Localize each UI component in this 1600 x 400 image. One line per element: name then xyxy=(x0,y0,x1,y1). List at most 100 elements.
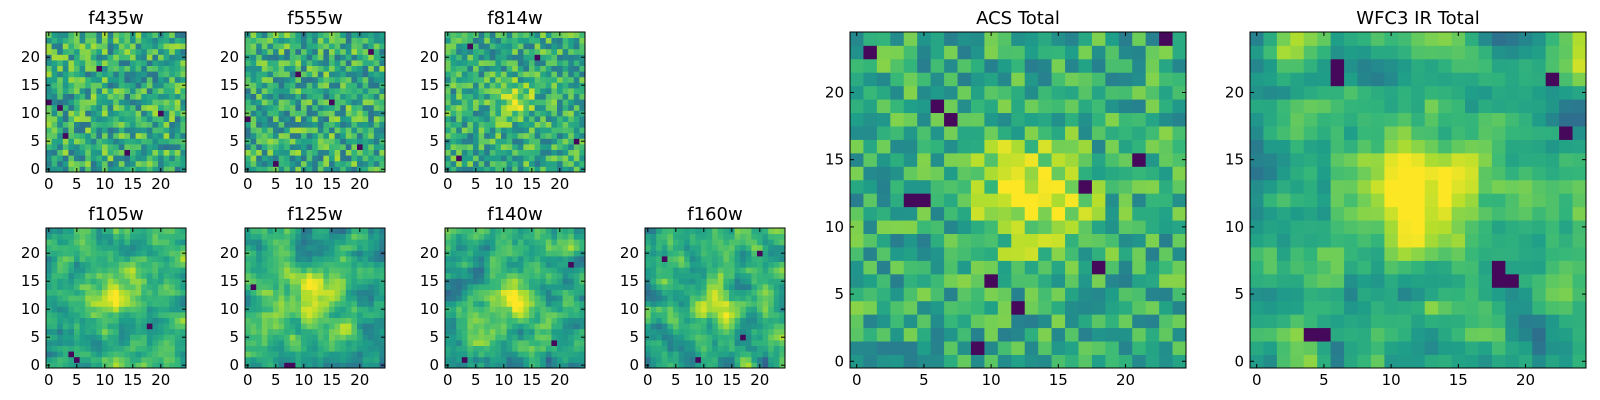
heatmap-cell xyxy=(124,312,131,318)
heatmap-cell xyxy=(362,250,369,257)
heatmap-cell xyxy=(267,116,274,122)
heatmap-cell xyxy=(517,155,524,162)
heatmap-cell xyxy=(501,93,507,100)
heatmap-cell xyxy=(701,256,707,262)
heatmap-cell xyxy=(345,317,352,324)
heatmap-cell xyxy=(68,132,75,139)
heatmap-cell xyxy=(517,295,524,302)
heatmap-cell xyxy=(362,295,369,302)
heatmap-cell xyxy=(568,289,575,296)
heatmap-cell xyxy=(124,328,131,335)
heatmap-cell xyxy=(130,351,136,358)
heatmap-cell xyxy=(301,345,307,352)
heatmap-cell xyxy=(301,76,307,83)
heatmap-cell xyxy=(751,351,758,358)
heatmap-cell xyxy=(312,323,319,330)
heatmap-cell xyxy=(557,317,563,324)
heatmap-cell xyxy=(445,127,451,134)
heatmap-cell xyxy=(557,256,563,262)
heatmap-cell xyxy=(517,54,524,61)
heatmap-cell xyxy=(256,345,263,352)
heatmap-cell xyxy=(130,121,136,128)
heatmap-cell xyxy=(158,48,164,55)
heatmap-cell xyxy=(762,295,769,302)
heatmap-cell xyxy=(512,334,519,341)
heatmap-cell xyxy=(90,244,97,251)
heatmap-cell xyxy=(701,317,707,324)
heatmap-cell xyxy=(102,60,108,66)
heatmap-cell xyxy=(903,300,918,315)
heatmap-cell xyxy=(773,256,780,262)
heatmap-cell xyxy=(362,272,369,279)
heatmap-cell xyxy=(368,127,375,134)
heatmap-cell xyxy=(357,43,363,50)
heatmap-cell xyxy=(118,244,125,251)
heatmap-cell xyxy=(473,345,479,352)
heatmap-cell xyxy=(534,261,541,268)
heatmap-cell xyxy=(357,306,363,313)
heatmap-cell xyxy=(984,206,999,221)
heatmap-cell xyxy=(317,295,324,302)
heatmap-cell xyxy=(461,149,468,156)
heatmap-cell xyxy=(74,272,80,279)
heatmap-cell xyxy=(174,93,181,100)
heatmap-cell xyxy=(141,166,148,173)
heatmap-cell xyxy=(261,132,268,139)
heatmap-cell xyxy=(46,267,52,274)
heatmap-cell xyxy=(90,138,97,145)
heatmap-cell xyxy=(517,37,524,44)
heatmap-cell xyxy=(373,48,380,55)
x-tick-label: 10 xyxy=(494,371,513,389)
heatmap-cell xyxy=(467,306,474,313)
heatmap-cell xyxy=(334,93,341,100)
heatmap-cell xyxy=(278,32,285,38)
heatmap-cell xyxy=(169,295,176,302)
heatmap-cell xyxy=(102,300,108,307)
heatmap-cell xyxy=(96,284,103,290)
heatmap-cell xyxy=(312,37,319,44)
heatmap-cell xyxy=(779,351,786,358)
heatmap-cell xyxy=(484,250,491,257)
heatmap-cell xyxy=(540,37,547,44)
heatmap-cell xyxy=(124,228,131,234)
heatmap-cell xyxy=(379,71,386,78)
heatmap-cell xyxy=(250,110,257,117)
heatmap-cell xyxy=(579,323,586,330)
heatmap-cell xyxy=(689,334,696,341)
heatmap-cell xyxy=(90,239,97,246)
heatmap-cell xyxy=(762,300,769,307)
heatmap-cell xyxy=(545,356,552,363)
heatmap-cell xyxy=(495,306,502,313)
heatmap-cell xyxy=(495,250,502,257)
heatmap-cell xyxy=(51,244,58,251)
heatmap-cell xyxy=(484,160,491,167)
heatmap-cell xyxy=(729,334,735,341)
heatmap-cell xyxy=(506,295,513,302)
heatmap-cell xyxy=(163,250,170,257)
heatmap-cell xyxy=(362,300,369,307)
heatmap-cell xyxy=(135,54,142,61)
heatmap-cell xyxy=(107,250,114,257)
heatmap-cell xyxy=(506,317,513,324)
heatmap-cell xyxy=(118,32,125,38)
heatmap-cell xyxy=(284,289,291,296)
heatmap-cell xyxy=(512,272,519,279)
heatmap-cell xyxy=(529,116,535,122)
heatmap-cell xyxy=(68,88,75,94)
heatmap-cell xyxy=(478,76,485,83)
heatmap-cell xyxy=(456,244,463,251)
heatmap-cell xyxy=(135,65,142,72)
heatmap-cell xyxy=(1132,287,1147,302)
heatmap-cell xyxy=(146,104,153,111)
heatmap-cell xyxy=(456,328,463,335)
heatmap-cell xyxy=(312,138,319,145)
heatmap-cell xyxy=(545,239,552,246)
heatmap-cell xyxy=(295,54,302,61)
heatmap-cell xyxy=(273,340,279,346)
heatmap-cell xyxy=(46,289,52,296)
heatmap-cell xyxy=(345,138,352,145)
heatmap-cell xyxy=(568,54,575,61)
heatmap-cell xyxy=(345,71,352,78)
heatmap-cell xyxy=(362,82,369,89)
heatmap-cell xyxy=(1011,260,1026,275)
